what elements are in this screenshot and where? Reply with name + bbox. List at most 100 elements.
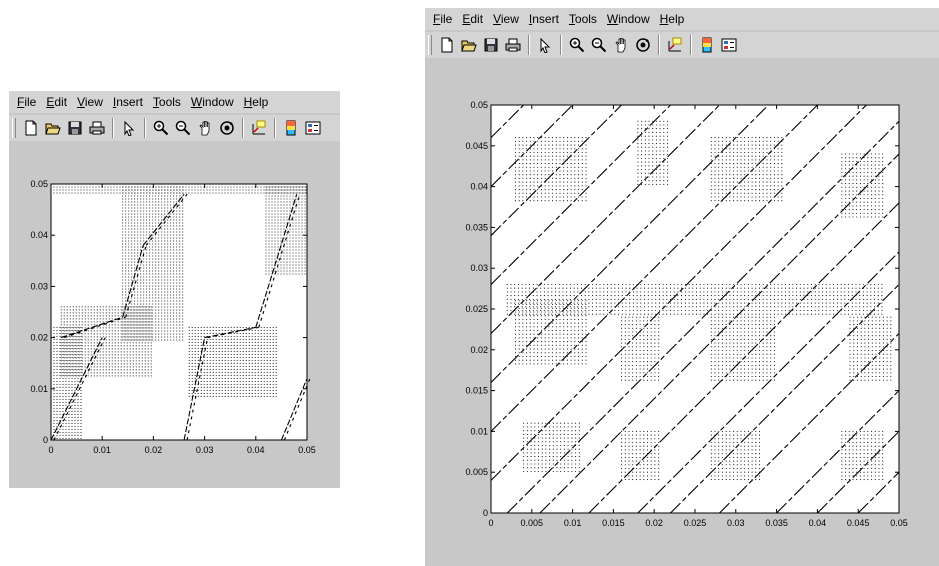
y-tick-label: 0.02 [30,333,48,343]
data-point [641,143,643,145]
print-button[interactable] [504,36,522,54]
data-point [747,148,749,150]
data-point [274,207,276,209]
data-point [108,309,110,311]
menu-file[interactable]: File [433,12,452,26]
toolbar-grip[interactable] [12,118,16,138]
menu-edit[interactable]: Edit [462,12,483,26]
data-point [251,356,253,358]
data-point [69,348,71,350]
print-button[interactable] [88,119,106,137]
data-point [131,240,133,242]
data-point [129,369,131,371]
data-point [295,219,297,221]
save-button[interactable] [482,36,500,54]
data-point [221,350,223,352]
menu-edit[interactable]: Edit [46,95,67,109]
data-point [304,255,306,257]
data-point [117,327,119,329]
menu-help[interactable]: Help [244,95,269,109]
data-point [158,189,160,191]
colorbar-button[interactable] [698,36,716,54]
data-point [152,225,154,227]
data-point [637,157,639,159]
zoom-in-button[interactable] [152,119,170,137]
data-point [155,327,157,329]
data-point [203,347,205,349]
data-point [71,425,73,427]
menu-tools[interactable]: Tools [569,12,597,26]
menu-window[interactable]: Window [191,95,234,109]
new-file-button[interactable] [438,36,456,54]
data-point [206,368,208,370]
data-point [863,209,865,211]
data-point [90,342,92,344]
data-point [107,186,109,188]
data-point [206,347,208,349]
data-point [874,186,876,188]
data-point [155,294,157,296]
data-point [108,363,110,365]
data-point [80,362,82,364]
menu-view[interactable]: View [493,12,519,26]
menu-insert[interactable]: Insert [113,95,143,109]
data-point [176,192,178,194]
data-point [80,350,82,352]
data-point [56,413,58,415]
data-point [182,234,184,236]
colorbar-button[interactable] [282,119,300,137]
zoom-in-button[interactable] [568,36,586,54]
menu-file[interactable]: File [17,95,36,109]
data-point [137,213,139,215]
pan-hand-button[interactable] [196,119,214,137]
data-point [540,159,542,161]
data-point [224,347,226,349]
zoom-out-button[interactable] [174,119,192,137]
open-folder-button[interactable] [44,119,62,137]
legend-button[interactable] [304,119,322,137]
data-point [137,225,139,227]
data-point [236,341,238,343]
data-point [663,131,665,133]
data-point [74,422,76,424]
data-point [272,335,274,337]
data-point [242,374,244,376]
data-cursor-button[interactable] [666,36,684,54]
data-point [269,335,271,337]
data-point [122,234,124,236]
data-point [128,255,130,257]
menu-view[interactable]: View [77,95,103,109]
data-point [147,318,149,320]
data-point [648,150,650,152]
new-file-button[interactable] [22,119,40,137]
data-point [286,243,288,245]
data-point [176,222,178,224]
menu-help[interactable]: Help [660,12,685,26]
data-point [143,327,145,329]
pan-hand-button[interactable] [612,36,630,54]
menu-insert[interactable]: Insert [529,12,559,26]
data-point [284,186,286,188]
data-cursor-button[interactable] [250,119,268,137]
menu-tools[interactable]: Tools [153,95,181,109]
data-point [197,192,199,194]
data-point [652,172,654,174]
data-point [146,318,148,320]
data-point [655,161,657,163]
open-folder-button[interactable] [460,36,478,54]
data-point [292,237,294,239]
save-button[interactable] [66,119,84,137]
rotate-3d-button[interactable] [218,119,236,137]
pointer-button[interactable] [120,119,138,137]
data-point [143,336,145,338]
data-point [71,377,73,379]
toolbar-grip[interactable] [428,35,432,55]
zoom-out-button[interactable] [590,36,608,54]
data-point [87,345,89,347]
pointer-button[interactable] [536,36,554,54]
legend-button[interactable] [720,36,738,54]
menu-window[interactable]: Window [607,12,650,26]
data-point [137,255,139,257]
data-point [298,189,300,191]
rotate-3d-button[interactable] [634,36,652,54]
